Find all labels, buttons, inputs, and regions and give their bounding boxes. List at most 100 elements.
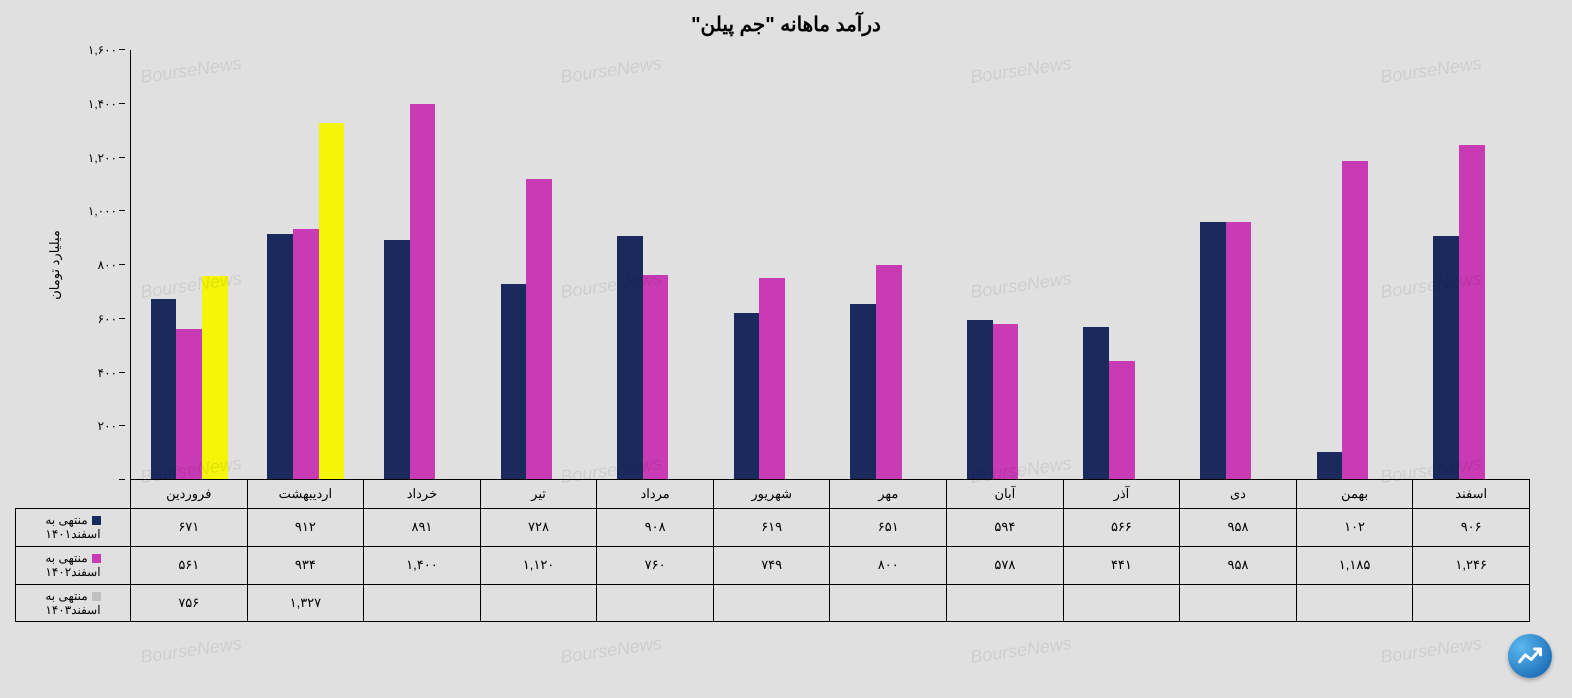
bar — [759, 278, 785, 479]
bar-group — [1180, 50, 1297, 479]
data-cell: ۱,۳۲۷ — [247, 584, 364, 622]
legend-swatch — [92, 516, 101, 525]
data-cell — [830, 584, 947, 622]
data-cell: ۹۰۶ — [1413, 509, 1530, 547]
data-cell — [713, 584, 830, 622]
bar — [967, 320, 993, 479]
y-tick-label: ۱,۲۰۰ — [88, 151, 117, 165]
data-cell — [480, 584, 597, 622]
data-cell: ۱۰۲ — [1296, 509, 1413, 547]
bar — [319, 123, 345, 479]
category-header: اردیبهشت — [247, 480, 364, 509]
series-header: منتهی به اسفند۱۴۰۱ — [16, 509, 131, 547]
category-header: شهریور — [713, 480, 830, 509]
data-cell — [1180, 584, 1297, 622]
bar-group — [131, 50, 248, 479]
series-header: منتهی به اسفند۱۴۰۲ — [16, 546, 131, 584]
data-cell: ۷۲۸ — [480, 509, 597, 547]
data-cell: ۶۷۱ — [131, 509, 248, 547]
table-corner — [16, 480, 131, 509]
bar — [1200, 222, 1226, 479]
data-cell: ۸۰۰ — [830, 546, 947, 584]
bar-group — [947, 50, 1064, 479]
data-cell: ۶۱۹ — [713, 509, 830, 547]
bar — [876, 265, 902, 480]
bar — [384, 240, 410, 479]
bar — [1317, 452, 1343, 479]
category-header: آذر — [1063, 480, 1180, 509]
bar — [993, 324, 1019, 479]
data-cell: ۱,۲۴۶ — [1413, 546, 1530, 584]
bar — [617, 236, 643, 479]
bar — [267, 234, 293, 479]
bar — [643, 275, 669, 479]
bar — [501, 284, 527, 479]
bar — [1342, 161, 1368, 479]
data-cell: ۵۷۸ — [947, 546, 1064, 584]
data-cell: ۹۵۸ — [1180, 509, 1297, 547]
table-row: منتهی به اسفند۱۴۰۲۵۶۱۹۳۴۱,۴۰۰۱,۱۲۰۷۶۰۷۴۹… — [16, 546, 1530, 584]
watermark: BourseNews — [969, 633, 1073, 668]
data-cell: ۷۶۰ — [597, 546, 714, 584]
bar — [1459, 145, 1485, 479]
bar — [1083, 327, 1109, 479]
data-cell: ۱,۱۲۰ — [480, 546, 597, 584]
watermark: BourseNews — [139, 633, 243, 668]
y-tick-label: ۶۰۰ — [98, 312, 117, 326]
category-header: دی — [1180, 480, 1297, 509]
bar — [410, 104, 436, 479]
table-row: منتهی به اسفند۱۴۰۳۷۵۶۱,۳۲۷ — [16, 584, 1530, 622]
category-header: تیر — [480, 480, 597, 509]
data-cell — [364, 584, 481, 622]
category-header: مرداد — [597, 480, 714, 509]
data-cell: ۷۵۶ — [131, 584, 248, 622]
bar — [850, 304, 876, 479]
plot-area — [130, 50, 1530, 480]
data-cell — [1296, 584, 1413, 622]
data-cell — [1413, 584, 1530, 622]
category-header: آبان — [947, 480, 1064, 509]
table-header-row: فروردیناردیبهشتخردادتیرمردادشهریورمهرآبا… — [16, 480, 1530, 509]
bar — [526, 179, 552, 479]
data-cell: ۱,۴۰۰ — [364, 546, 481, 584]
bar-group — [597, 50, 714, 479]
y-tick-label: ۴۰۰ — [98, 366, 117, 380]
bar — [1433, 236, 1459, 479]
data-cell: ۹۰۸ — [597, 509, 714, 547]
data-cell — [597, 584, 714, 622]
y-tick-label: ۱,۴۰۰ — [88, 97, 117, 111]
bar — [1109, 361, 1135, 479]
data-table-wrap: فروردیناردیبهشتخردادتیرمردادشهریورمهرآبا… — [15, 480, 1530, 622]
bar — [1226, 222, 1252, 479]
data-cell: ۱,۱۸۵ — [1296, 546, 1413, 584]
bar-group — [714, 50, 831, 479]
bar-group — [248, 50, 365, 479]
bar — [202, 276, 228, 479]
data-cell: ۶۵۱ — [830, 509, 947, 547]
bar-group — [481, 50, 598, 479]
watermark: BourseNews — [1379, 633, 1483, 668]
series-header: منتهی به اسفند۱۴۰۳ — [16, 584, 131, 622]
y-tick-label: ۱,۶۰۰ — [88, 43, 117, 57]
bar-group — [1064, 50, 1181, 479]
bar-group — [831, 50, 948, 479]
category-header: مهر — [830, 480, 947, 509]
chart-area: میلیارد تومان ۰۲۰۰۴۰۰۶۰۰۸۰۰۱,۰۰۰۱,۲۰۰۱,۴… — [130, 50, 1530, 480]
data-cell — [947, 584, 1064, 622]
y-tick-label: ۱,۰۰۰ — [88, 204, 117, 218]
data-cell: ۴۴۱ — [1063, 546, 1180, 584]
bar — [734, 313, 760, 479]
data-cell — [1063, 584, 1180, 622]
data-table: فروردیناردیبهشتخردادتیرمردادشهریورمهرآبا… — [15, 480, 1530, 622]
data-cell: ۷۴۹ — [713, 546, 830, 584]
bar — [176, 329, 202, 479]
bar-group — [1297, 50, 1414, 479]
category-header: اسفند — [1413, 480, 1530, 509]
y-axis: ۰۲۰۰۴۰۰۶۰۰۸۰۰۱,۰۰۰۱,۲۰۰۱,۴۰۰۱,۶۰۰ — [75, 50, 125, 480]
data-cell: ۹۳۴ — [247, 546, 364, 584]
data-cell: ۵۶۱ — [131, 546, 248, 584]
data-cell: ۹۵۸ — [1180, 546, 1297, 584]
category-header: فروردین — [131, 480, 248, 509]
bar — [151, 299, 177, 479]
y-tick-label: ۲۰۰ — [98, 419, 117, 433]
